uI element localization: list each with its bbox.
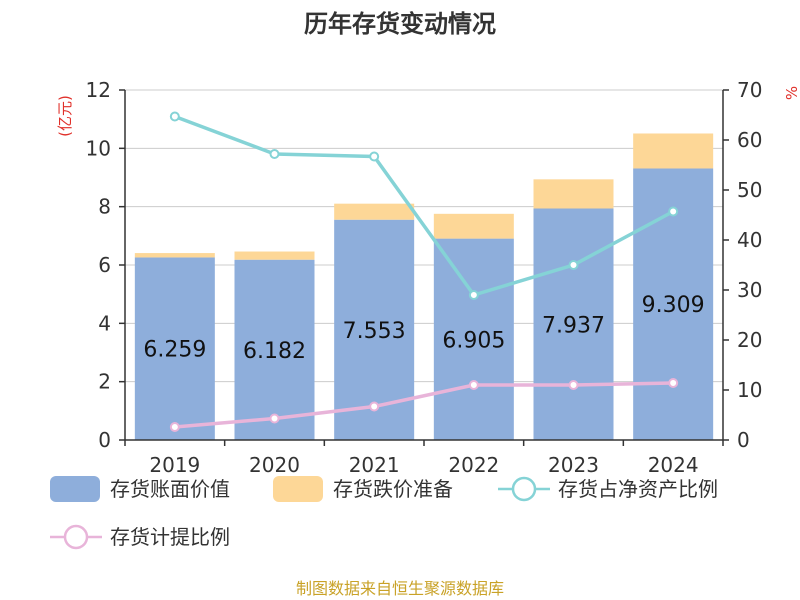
line-net-asset-ratio-point	[668, 206, 679, 217]
line-net-asset-ratio-point	[369, 151, 380, 162]
line-net-asset-ratio	[174, 114, 674, 298]
bar-impairment	[633, 133, 714, 169]
bars-layer: 6.259 6.182 7.553 6.905 7.937 9.309	[134, 133, 714, 441]
bar-impairment	[134, 253, 215, 258]
lines-layer	[169, 111, 679, 432]
legend-label: 存货计提比例	[110, 525, 230, 549]
left-tick-label: 12	[86, 78, 111, 102]
x-tick-label: 2019	[149, 453, 200, 477]
line-provision-ratio-point	[169, 422, 180, 432]
x-tick-label: 2024	[648, 453, 699, 477]
bar-impairment	[533, 179, 614, 209]
line-net-asset-ratio-point	[568, 260, 579, 270]
legend-item-provision-ratio: 存货计提比例	[50, 524, 230, 550]
right-tick-label: 30	[737, 278, 762, 302]
bar-book-value	[234, 259, 315, 440]
x-tick-label: 2020	[249, 453, 300, 477]
legend-label: 存货账面价值	[110, 477, 230, 501]
legend-label: 存货占净资产比例	[558, 477, 718, 501]
legend-label: 存货跌价准备	[333, 477, 453, 501]
left-tick-label: 10	[86, 136, 111, 160]
line-provision-ratio-point	[668, 378, 679, 388]
right-tick-label: 10	[737, 378, 762, 402]
x-tick-label: 2023	[548, 453, 599, 477]
bar-impairment	[433, 213, 514, 239]
line-provision-ratio	[174, 381, 674, 429]
line-net-asset-ratio-point	[269, 149, 280, 159]
axes-layer: 0 2 4 6 8 10 12 0 10 20 30 40 50 60 70 2019 2020 2021 2022…	[86, 78, 763, 477]
line-provision-ratio-point	[269, 413, 280, 424]
grid-lines	[125, 89, 723, 383]
legend-swatch-marker	[63, 524, 89, 550]
bar-data-label: 7.937	[542, 313, 605, 338]
left-axis-unit: (亿元)	[56, 95, 74, 137]
line-provision-ratio-point	[369, 401, 380, 412]
bar-book-value	[533, 208, 614, 440]
bar-data-label: 6.905	[442, 328, 505, 353]
left-tick-label: 6	[98, 253, 111, 277]
legend-swatch	[273, 476, 323, 502]
x-tick-label: 2021	[349, 453, 400, 477]
right-tick-label: 0	[737, 428, 750, 452]
line-net-asset-ratio-point	[468, 290, 479, 300]
chart-title: 历年存货变动情况	[304, 10, 496, 38]
left-tick-label: 8	[98, 195, 111, 219]
legend-swatch-marker	[511, 476, 537, 502]
legend-swatch	[50, 476, 100, 502]
legend-item-impairment: 存货跌价准备	[273, 476, 453, 502]
right-tick-label: 70	[737, 78, 762, 102]
bar-data-label: 7.553	[343, 319, 406, 344]
bar-book-value	[134, 257, 215, 440]
legend-item-net-asset-ratio: 存货占净资产比例	[498, 476, 718, 502]
line-provision-ratio-point	[568, 380, 579, 390]
right-tick-label: 60	[737, 128, 762, 152]
left-tick-label: 0	[98, 428, 111, 452]
bar-book-value	[433, 238, 514, 440]
line-net-asset-ratio-point	[169, 111, 180, 122]
legend-item-book-value: 存货账面价值	[50, 476, 230, 502]
left-tick-label: 2	[98, 370, 111, 394]
bar-impairment	[234, 251, 315, 260]
x-tick-label: 2022	[448, 453, 499, 477]
bar-impairment	[334, 203, 415, 220]
bar-data-label: 9.309	[642, 293, 705, 318]
bar-data-label: 6.259	[143, 338, 206, 363]
line-provision-ratio-point	[468, 380, 479, 390]
left-tick-label: 4	[98, 311, 111, 335]
source-note: 制图数据来自恒生聚源数据库	[296, 579, 504, 598]
bar-data-label: 6.182	[243, 339, 306, 364]
right-axis-unit: %	[783, 86, 800, 100]
right-tick-label: 20	[737, 328, 762, 352]
right-tick-label: 50	[737, 178, 762, 202]
right-tick-label: 40	[737, 228, 762, 252]
